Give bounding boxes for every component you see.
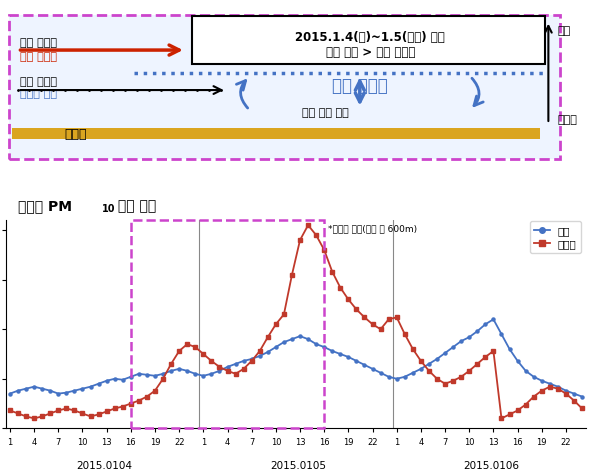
Legend: 서울, 관악산: 서울, 관악산 [530,222,581,253]
Text: *관악산 지점(해발 약 600m): *관악산 지점(해발 약 600m) [328,224,417,233]
Text: 유입 고도 > 대기 혼합고: 유입 고도 > 대기 혼합고 [326,46,415,59]
Text: 10: 10 [102,204,115,214]
Text: 내부로 침투: 내부로 침투 [21,89,57,99]
Bar [131,221,324,428]
Text: 지표면: 지표면 [557,115,577,125]
Text: 고도: 고도 [557,26,570,36]
Text: 대기 혼합고: 대기 혼합고 [21,77,57,87]
Text: 서울 지상 지점: 서울 지상 지점 [302,108,348,117]
Text: 2015.0105: 2015.0105 [270,460,326,470]
Text: 대기 혼합고: 대기 혼합고 [21,38,57,48]
Text: 대기 혼합고: 대기 혼합고 [332,77,388,95]
Text: 기상청 PM: 기상청 PM [18,198,72,212]
Text: 관측 자료: 관측 자료 [113,198,156,212]
Text: 위로 지나감: 위로 지나감 [21,52,57,62]
Bar [12,129,540,140]
Text: 2015.0106: 2015.0106 [464,460,519,470]
Text: 2015.0104: 2015.0104 [76,460,133,470]
FancyBboxPatch shape [9,16,560,160]
Text: 서해상: 서해상 [65,128,87,141]
FancyBboxPatch shape [9,197,241,217]
FancyBboxPatch shape [192,17,545,65]
Text: 2015.1.4(밤)~1.5(오전) 서울: 2015.1.4(밤)~1.5(오전) 서울 [295,30,445,44]
